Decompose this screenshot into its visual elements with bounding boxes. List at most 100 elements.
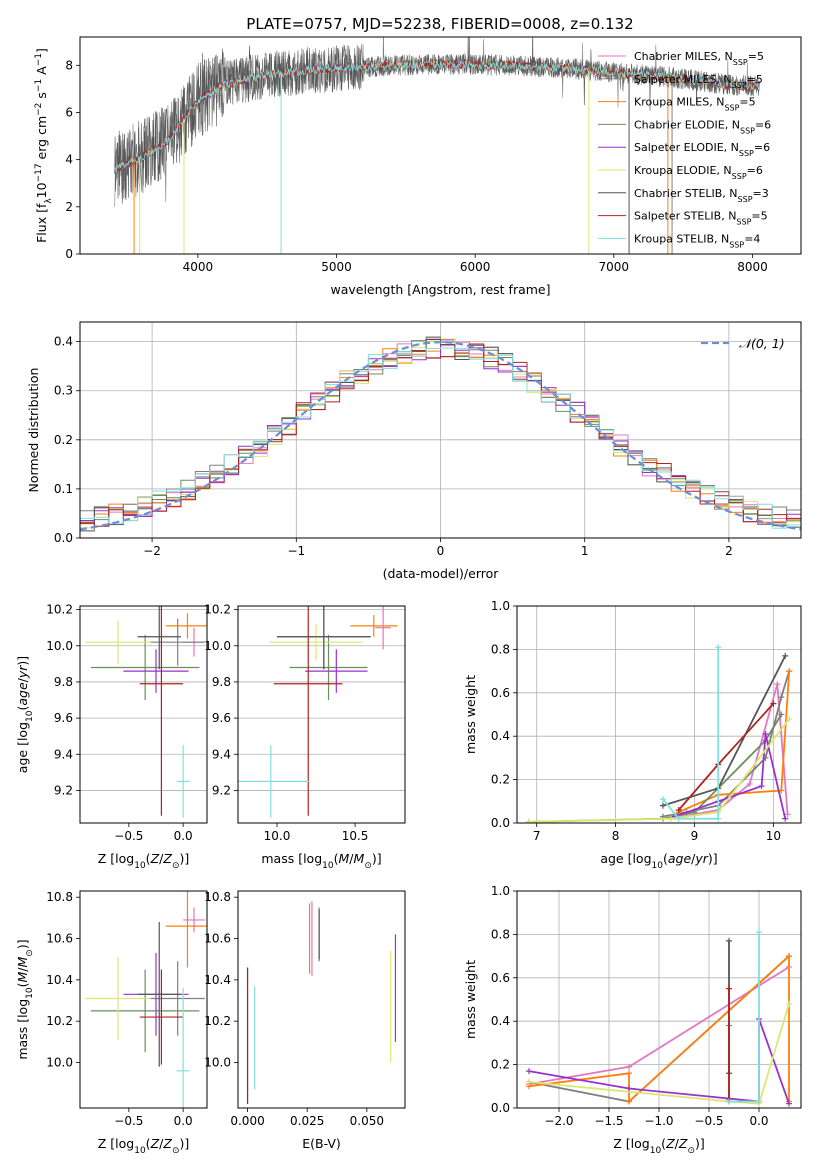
axis-label: Z [log10(Z/Z⊙)] — [98, 1136, 190, 1156]
y-tick-label: 10.4 — [204, 973, 231, 987]
y-tick-label: 4 — [65, 153, 73, 167]
weight-marker — [726, 985, 732, 992]
x-tick-label: 10.5 — [342, 829, 369, 843]
y-tick-label: 0.0 — [54, 531, 73, 545]
weight-marker — [756, 1098, 762, 1105]
errorbar-point — [90, 969, 200, 1053]
axes-frame — [516, 605, 802, 824]
residual-histogram — [80, 347, 801, 529]
plot-area — [517, 891, 801, 1108]
weight-series — [528, 714, 783, 823]
y-tick-label: 0.6 — [491, 971, 510, 985]
y-tick-label: 0.4 — [54, 335, 73, 349]
legend-label: Chabrier ELODIE, NSSP=6 — [634, 118, 771, 135]
axis-label: (data-model)/error — [383, 566, 500, 581]
y-tick-label: 10.0 — [204, 639, 231, 653]
weight-marker — [786, 1000, 792, 1007]
weight-marker — [746, 780, 753, 787]
errorbar-point — [350, 615, 398, 637]
weight-marker — [526, 1068, 532, 1075]
y-tick-label: 0.2 — [491, 773, 510, 787]
y-tick-label: 9.6 — [212, 711, 231, 725]
spectrum-line — [114, 37, 760, 204]
weight-marker — [756, 929, 762, 936]
normal-curve — [80, 341, 801, 531]
axis-label: Z [log10(Z/Z⊙)] — [98, 851, 190, 871]
x-tick-label: 5000 — [321, 260, 352, 274]
legend-label: Chabrier MILES, NSSP=5 — [634, 50, 764, 67]
errorbar-point — [289, 634, 368, 701]
y-tick-label: 2 — [65, 200, 73, 214]
x-tick-label: 1 — [581, 544, 589, 558]
plot-area — [246, 901, 397, 1104]
errorbar-point — [85, 620, 151, 664]
axis-label: Z [log10(Z/Z⊙)] — [613, 1136, 705, 1156]
weight-marker — [525, 818, 532, 823]
chart-mass_vs_Z: −0.5 0.0 10.0 10.2 10.4 10.6 10.8 Z [log10(Z/Z⊙… — [15, 890, 208, 1156]
y-tick-label: 10.8 — [204, 890, 231, 904]
y-tick-label: 0.4 — [491, 1014, 510, 1028]
chart-weight_vs_Z: −2.0 −1.5 −1.0 −0.5 0.0 0.0 0.2 0.4 0.6 0.8 1.0 Z [… — [463, 884, 802, 1156]
x-tick-label: −1.0 — [644, 1114, 673, 1128]
y-tick-label: 0.0 — [491, 816, 510, 830]
weight-marker — [659, 796, 666, 803]
errorbar-point — [269, 624, 363, 661]
weight-marker — [782, 815, 789, 822]
axis-label: mass weight — [463, 675, 478, 754]
weight-marker — [667, 815, 674, 822]
x-tick-label: −2.0 — [544, 1114, 573, 1128]
weight-marker — [675, 806, 682, 813]
errorbar-point — [273, 606, 343, 816]
x-tick-label: 8 — [612, 829, 620, 843]
x-tick-label: 10.0 — [264, 829, 291, 843]
weight-marker — [715, 644, 722, 651]
y-tick-label: 9.6 — [54, 711, 73, 725]
x-tick-label: 0.025 — [290, 1114, 324, 1128]
x-tick-label: 4000 — [183, 260, 214, 274]
weight-marker — [786, 1100, 792, 1107]
y-tick-label: 9.2 — [54, 783, 73, 797]
weight-marker — [786, 715, 793, 722]
weight-marker — [659, 802, 666, 809]
axis-label: mass [log10(M/M⊙)] — [261, 851, 381, 871]
axis-label: E(B-V) — [302, 1136, 341, 1151]
x-tick-label: −0.5 — [114, 829, 143, 843]
x-tick-label: 9 — [691, 829, 699, 843]
y-tick-label: 6 — [65, 105, 73, 119]
legend-label: Salpeter MILES, NSSP=5 — [634, 73, 763, 90]
weight-marker — [786, 668, 793, 675]
errorbar-point — [85, 957, 151, 1040]
x-tick-label: −1 — [287, 544, 305, 558]
y-tick-label: 1.0 — [491, 884, 510, 898]
weight-marker — [784, 811, 791, 818]
legend-label: Salpeter STELIB, NSSP=5 — [634, 210, 768, 227]
weight-series — [528, 1003, 790, 1105]
errorbar-point — [123, 649, 189, 693]
y-tick-label: 10.2 — [204, 603, 231, 617]
plot-area — [85, 891, 207, 1108]
x-tick-label: 6000 — [460, 260, 491, 274]
x-tick-label: 7000 — [599, 260, 630, 274]
y-tick-label: 8 — [65, 58, 73, 72]
weight-marker — [715, 815, 722, 822]
weight-marker — [762, 731, 769, 738]
chart-mass_vs_ebv: 0.000 0.025 0.050 10.0 10.2 10.4 10.6 10.8 E(B-V… — [204, 890, 406, 1151]
x-tick-label: 8000 — [737, 260, 768, 274]
x-tick-label: 0.0 — [174, 829, 193, 843]
y-tick-label: 0 — [65, 247, 73, 261]
axes-frame — [237, 605, 406, 824]
weight-marker — [526, 1078, 532, 1085]
weight-marker — [778, 711, 785, 718]
y-tick-label: 0.6 — [491, 686, 510, 700]
x-tick-label: 0.0 — [749, 1114, 768, 1128]
y-tick-label: 0.2 — [54, 433, 73, 447]
y-tick-label: 0.8 — [491, 927, 510, 941]
y-tick-label: 10.8 — [46, 890, 73, 904]
weight-series — [662, 647, 720, 820]
legend-label: Salpeter ELODIE, NSSP=6 — [634, 141, 770, 158]
x-tick-label: −0.5 — [114, 1114, 143, 1128]
axis-label: mass [log10(M/M⊙)] — [15, 939, 35, 1059]
axis-label: Normed distribution — [26, 368, 41, 493]
weight-marker — [786, 953, 792, 960]
